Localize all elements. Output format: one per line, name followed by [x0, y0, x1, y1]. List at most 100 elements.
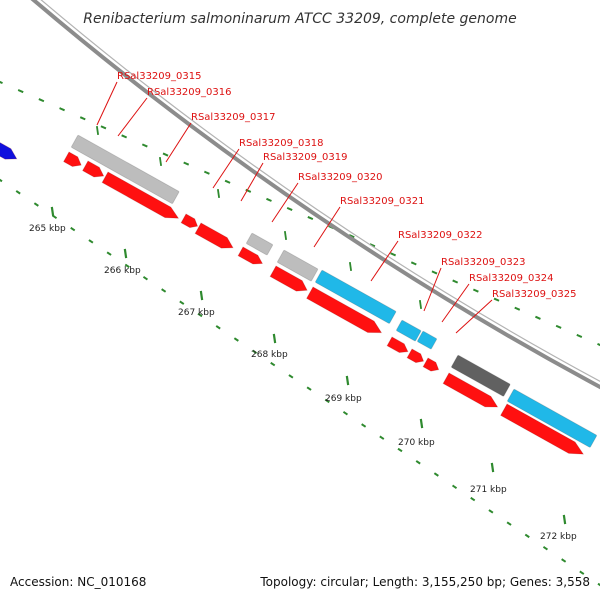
lower-tick-track-tick	[179, 300, 185, 305]
upper-tick-track-tick	[121, 134, 128, 139]
lower-tick-track-tick	[0, 178, 3, 183]
upper-tick-track-tick	[17, 89, 24, 94]
blue-gene-segment	[0, 136, 18, 160]
cds-arrow-4	[180, 213, 199, 229]
gene-label-9: RSal33209_0323	[441, 257, 525, 268]
major-tick	[418, 299, 423, 310]
map-title: Renibacterium salmoninarum ATCC 33209, c…	[83, 11, 516, 27]
cds-arrow-7	[269, 265, 308, 292]
gene-label-10: RSal33209_0324	[469, 273, 553, 284]
upper-tick-track-tick	[59, 107, 65, 112]
lower-tick-track-tick	[51, 214, 58, 219]
feature-layer	[0, 134, 597, 455]
gene-block-cyan-2	[396, 319, 422, 342]
tick-label-272: 272 kbp	[540, 532, 577, 542]
gene-label-leader-7	[313, 206, 341, 248]
cds-arrow-8	[306, 286, 383, 334]
major-tick	[95, 125, 100, 136]
gene-label-leader-11	[455, 299, 493, 334]
upper-tick-track-tick	[307, 216, 314, 221]
upper-tick-track-tick	[410, 261, 417, 266]
major-tick	[562, 514, 567, 525]
gene-label-leader-5	[240, 162, 264, 202]
lower-tick-track-tick	[597, 582, 600, 587]
tick-label-266: 266 kbp	[104, 266, 141, 276]
cds-arrow-1	[63, 151, 82, 167]
lower-tick-track-tick	[33, 202, 39, 207]
upper-tick-track-tick	[183, 161, 190, 166]
gene-label-1: RSal33209_0315	[117, 71, 201, 82]
major-tick	[419, 418, 424, 429]
backbone-inner-line	[40, 0, 600, 382]
cds-arrow-3	[101, 171, 180, 219]
lower-tick-track-tick	[88, 239, 94, 244]
upper-tick-track-tick	[162, 152, 169, 157]
gene-label-2: RSal33209_0316	[147, 87, 231, 98]
tick-label-271: 271 kbp	[470, 485, 507, 495]
cds-arrow-11	[422, 357, 440, 372]
upper-tick-track-tick	[597, 342, 600, 347]
lower-tick-track-tick	[433, 472, 439, 477]
upper-tick-track-tick	[38, 98, 45, 103]
lower-tick-track-tick	[524, 533, 530, 539]
gene-label-5: RSal33209_0319	[263, 152, 347, 163]
gene-label-7: RSal33209_0321	[340, 196, 424, 207]
cds-arrow-10	[406, 348, 425, 364]
gene-label-leader-9	[423, 267, 442, 312]
major-tick	[216, 188, 221, 199]
major-tick	[50, 206, 55, 217]
lower-tick-track-tick	[106, 251, 112, 256]
lower-tick-track-tick	[451, 484, 458, 489]
lower-tick-track-tick	[270, 361, 276, 367]
cds-arrow-9	[386, 336, 409, 353]
lower-tick-track-tick	[342, 411, 349, 416]
lower-tick-track-tick	[288, 374, 294, 379]
gene-label-3: RSal33209_0317	[191, 112, 275, 123]
gene-label-6: RSal33209_0320	[298, 172, 382, 183]
gene-block-gray-2	[246, 232, 273, 256]
upper-tick-track-tick	[369, 243, 376, 248]
upper-tick-track-tick	[390, 252, 397, 257]
gene-label-11: RSal33209_0325	[492, 289, 576, 300]
backbone-main-line	[30, 0, 600, 390]
gene-label-4: RSal33209_0318	[239, 138, 323, 149]
cds-arrow-6	[237, 246, 264, 265]
lower-tick-track-tick	[506, 521, 512, 526]
major-tick	[123, 248, 128, 259]
lower-tick-track-tick	[324, 398, 330, 404]
upper-tick-track-tick	[472, 288, 479, 293]
major-tick	[345, 375, 350, 386]
gene-block-cyan-1	[315, 269, 397, 324]
tick-label-268: 268 kbp	[251, 350, 288, 360]
upper-tick-track-tick	[348, 234, 355, 239]
cds-arrow-5	[194, 222, 234, 249]
upper-tick-track-tick	[535, 315, 541, 320]
major-tick	[348, 261, 353, 272]
gene-block-gray-3	[277, 249, 319, 282]
major-tick	[272, 333, 277, 344]
upper-tick-track-tick	[266, 197, 272, 202]
gene-label-leader-6	[271, 182, 299, 223]
lower-tick-track-tick	[361, 423, 367, 428]
cds-arrow-13	[500, 403, 585, 455]
gene-label-leader-4	[212, 148, 240, 189]
backbone-layer	[30, 0, 600, 390]
gene-label-leader-10	[441, 283, 470, 323]
gene-label-8: RSal33209_0322	[398, 230, 482, 241]
lower-tick-track-tick	[561, 558, 567, 563]
lower-tick-track-tick	[215, 325, 221, 330]
upper-tick-track-tick	[79, 116, 86, 121]
lower-tick-track-tick	[306, 386, 312, 391]
lower-tick-track-tick	[70, 226, 76, 232]
lower-tick-track-tick	[251, 349, 258, 354]
major-tick	[490, 462, 495, 473]
major-tick	[199, 290, 204, 301]
cds-arrow-12	[442, 372, 499, 408]
lower-tick-track-tick	[233, 337, 239, 342]
gene-block-cyan-4	[507, 388, 597, 448]
gene-block-cyan-3	[417, 330, 438, 350]
lower-tick-track-tick	[488, 509, 494, 514]
tick-label-269: 269 kbp	[325, 394, 362, 404]
upper-tick-track-tick	[100, 125, 107, 130]
